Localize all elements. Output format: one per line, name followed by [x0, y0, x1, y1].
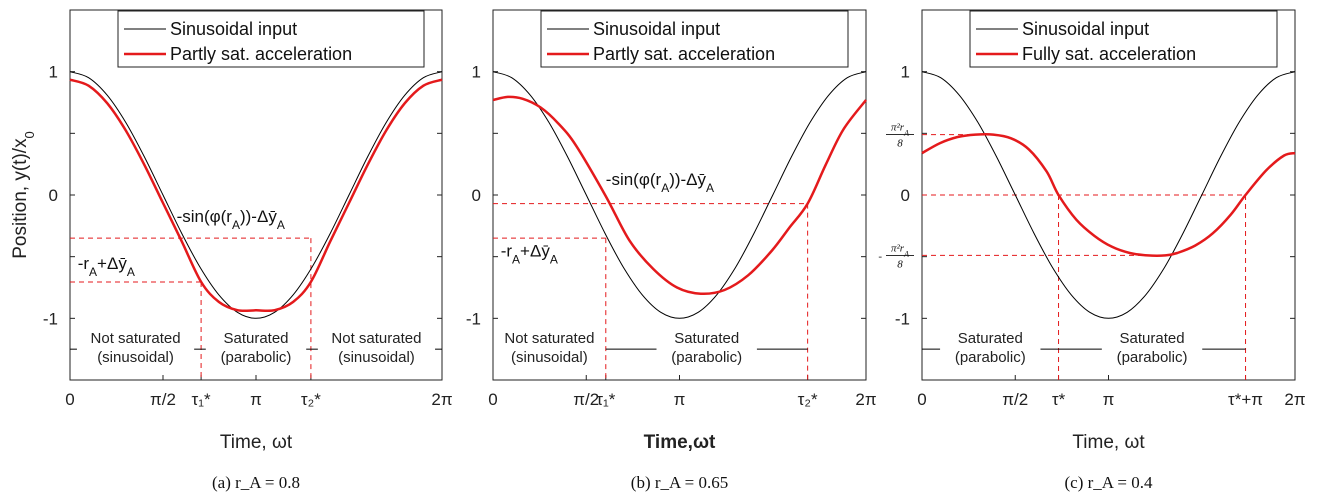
x-tick-label: 0: [917, 390, 926, 409]
x-tick-label: 2π: [855, 390, 876, 409]
legend-label: Fully sat. acceleration: [1022, 44, 1196, 64]
fraction-label: 8: [897, 258, 903, 270]
x-tick-label: 2π: [431, 390, 452, 409]
x-tick-label: τ₁*: [596, 390, 615, 409]
y-tick-label: -1: [466, 309, 481, 328]
series-input-line: [492, 71, 867, 319]
region-label: Not saturated: [504, 330, 594, 347]
region-label: Saturated: [674, 330, 739, 347]
annotation: -sin(φ(rA))-ΔȳA: [177, 207, 285, 232]
region-label: (parabolic): [1117, 349, 1188, 366]
legend-label: Sinusoidal input: [1022, 19, 1149, 39]
x-axis-label: Time, ωt: [1072, 432, 1145, 453]
annotation: -rA+ΔȳA: [78, 254, 135, 279]
series-input-line: [921, 71, 1296, 319]
x-tick-label: 2π: [1284, 390, 1305, 409]
x-tick-label: π: [674, 390, 686, 409]
region-label: Not saturated: [331, 330, 421, 347]
panel-2: 0 π/2τ₁* π τ₂* 2π 1 0 -1 Not saturated (sinusoida…: [466, 9, 877, 492]
x-tick-label: 0: [65, 390, 74, 409]
y-tick-label: -1: [43, 309, 58, 328]
region-label: Saturated: [958, 330, 1023, 347]
x-axis-label: Time,ωt: [644, 432, 716, 453]
y-tick-label: 0: [901, 186, 910, 205]
fraction-label: 8: [897, 138, 903, 150]
fraction-label: -: [878, 250, 882, 262]
panel-3: 0 π/2 τ* π τ*+π 2π 1 0 -1 Saturated (parabolic) Sat…: [878, 9, 1306, 492]
panel-caption: (c) r_A = 0.4: [1065, 473, 1153, 492]
legend-label: Partly sat. acceleration: [593, 44, 775, 64]
region-label: Not saturated: [91, 330, 181, 347]
series-output-line: [69, 78, 443, 313]
fraction-label: π²rA: [891, 122, 909, 138]
legend-box: [969, 10, 1278, 68]
x-tick-label: τ₂*: [301, 390, 321, 409]
series-output-line: [921, 132, 1296, 257]
legend-label: Sinusoidal input: [593, 19, 720, 39]
y-tick-label: -1: [895, 309, 910, 328]
legend-label: Partly sat. acceleration: [170, 44, 352, 64]
annotation: -rA+ΔȳA: [501, 242, 558, 267]
y-tick-label: 0: [472, 186, 481, 205]
panel-caption: (b) r_A = 0.65: [631, 473, 728, 492]
fraction-label: π²rA: [891, 242, 909, 258]
x-tick-label: π/2: [150, 390, 176, 409]
y-axis-label: Position, y(t)/x0: [10, 131, 37, 259]
legend-label: Sinusoidal input: [170, 19, 297, 39]
region-label: (sinusoidal): [97, 349, 174, 366]
region-label: (parabolic): [221, 349, 292, 366]
annotation: -sin(φ(rA))-ΔȳA: [606, 170, 714, 195]
x-axis-label: Time, ωt: [220, 432, 293, 453]
x-tick-label: τ₁*: [192, 390, 211, 409]
x-tick-label: π/2: [573, 390, 599, 409]
y-tick-label: 0: [49, 186, 58, 205]
x-tick-label: π/2: [1002, 390, 1028, 409]
x-tick-label: τ*+π: [1228, 390, 1263, 409]
region-label: Saturated: [1120, 330, 1185, 347]
y-tick-label: 1: [472, 63, 481, 82]
panel-caption: (a) r_A = 0.8: [212, 473, 300, 492]
x-tick-label: τ₂*: [798, 390, 818, 409]
region-label: (parabolic): [955, 349, 1026, 366]
region-label: (parabolic): [671, 349, 742, 366]
x-tick-label: 0: [488, 390, 497, 409]
series-output-line: [492, 95, 867, 296]
x-tick-label: π: [1103, 390, 1115, 409]
region-label: (sinusoidal): [511, 349, 588, 366]
series-input-line: [69, 71, 443, 319]
panel-1: 0 π/2 τ₁* π τ₂* 2π 1 0 -1 Not saturated (sinusoida…: [43, 9, 453, 492]
legend-box: [117, 10, 425, 68]
y-tick-label: 1: [49, 63, 58, 82]
x-tick-label: π: [250, 390, 262, 409]
legend-box: [540, 10, 849, 68]
x-tick-label: τ*: [1052, 390, 1066, 409]
region-label: (sinusoidal): [338, 349, 415, 366]
region-label: Saturated: [223, 330, 288, 347]
y-tick-label: 1: [901, 63, 910, 82]
